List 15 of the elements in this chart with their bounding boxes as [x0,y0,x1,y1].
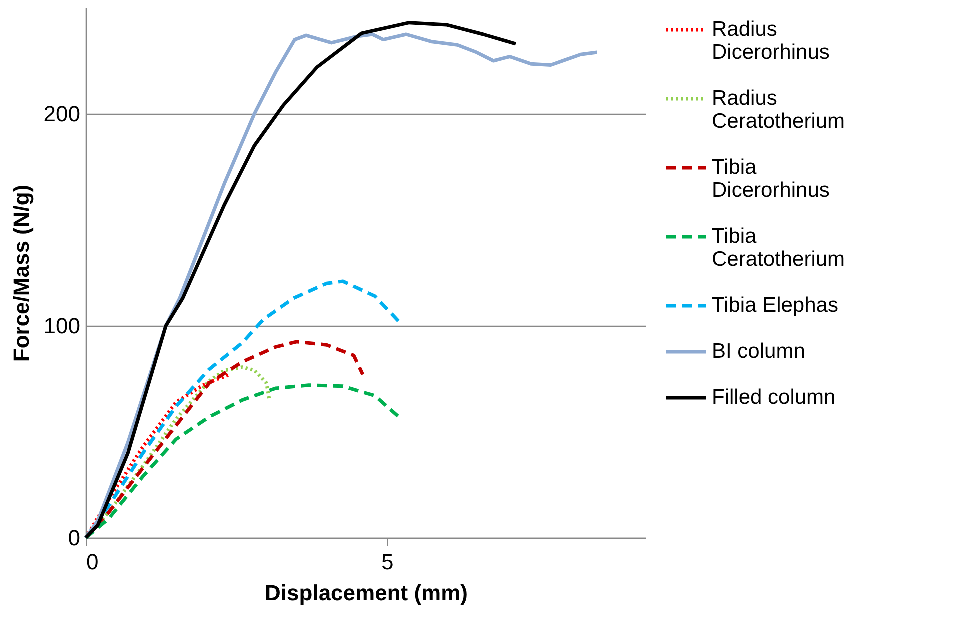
legend-label: BI column [712,340,806,363]
legend-label: Tibia Ceratotherium [712,225,846,271]
legend-label: Tibia Dicerorhinus [712,156,830,202]
line-series [84,21,518,540]
y-axis-title: Force/Mass (N/g) [8,184,34,362]
x-tick-label: 5 [381,550,394,574]
legend-label: Filled column [712,386,836,409]
y-tick-label: 200 [44,102,80,126]
x-axis-title: Displacement (mm) [265,580,468,606]
legend-label: Radius Dicerorhinus [712,18,830,64]
y-tick-label: 100 [44,314,80,338]
legend-label: Radius Ceratotherium [712,87,846,133]
y-tick-label: 0 [68,526,80,550]
line-series [84,384,401,540]
legend-label: Tibia Elephas [712,294,838,317]
